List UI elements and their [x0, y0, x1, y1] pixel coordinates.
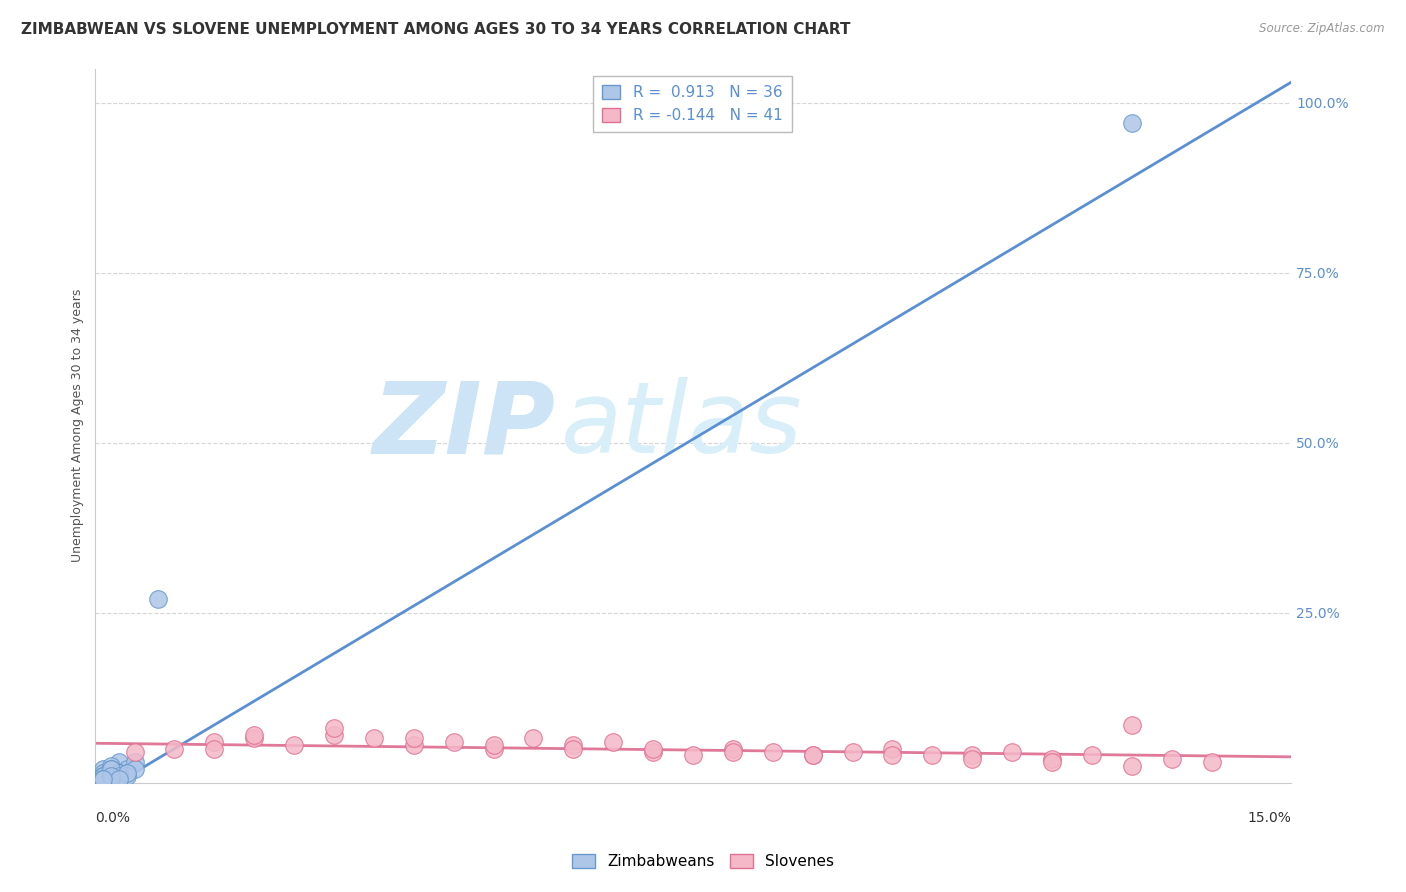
Point [100, 762, 122, 776]
Text: 15.0%: 15.0% [1247, 811, 1291, 825]
Point [91, 765, 114, 780]
Point [115, 765, 138, 780]
Point [323, 721, 346, 735]
Point [107, 765, 129, 780]
Point [243, 731, 266, 746]
Point [91, 762, 114, 776]
Point [1121, 758, 1143, 772]
Point [841, 745, 863, 759]
Point [682, 748, 704, 763]
Point [1081, 748, 1104, 763]
Point [762, 745, 785, 759]
Point [801, 748, 824, 763]
Point [522, 731, 544, 746]
Point [115, 762, 138, 776]
Point [100, 772, 122, 787]
Point [124, 756, 146, 770]
Point [107, 769, 129, 783]
Point [100, 769, 122, 783]
Point [202, 735, 225, 749]
Point [721, 741, 744, 756]
Point [402, 739, 425, 753]
Point [124, 745, 146, 759]
Point [91, 769, 114, 783]
Point [91, 772, 114, 787]
Point [107, 772, 129, 787]
Point [562, 739, 585, 753]
Point [107, 765, 129, 780]
Point [921, 748, 943, 763]
Point [1160, 752, 1182, 766]
Point [283, 739, 305, 753]
Point [148, 592, 170, 607]
Point [107, 772, 129, 787]
Point [91, 772, 114, 787]
Y-axis label: Unemployment Among Ages 30 to 34 years: Unemployment Among Ages 30 to 34 years [72, 289, 84, 562]
Point [402, 731, 425, 746]
Point [443, 735, 465, 749]
Point [1121, 718, 1143, 732]
Text: Source: ZipAtlas.com: Source: ZipAtlas.com [1260, 22, 1385, 36]
Point [1001, 745, 1024, 759]
Text: ZIMBABWEAN VS SLOVENE UNEMPLOYMENT AMONG AGES 30 TO 34 YEARS CORRELATION CHART: ZIMBABWEAN VS SLOVENE UNEMPLOYMENT AMONG… [21, 22, 851, 37]
Point [107, 765, 129, 780]
Point [721, 745, 744, 759]
Point [882, 741, 904, 756]
Point [107, 756, 129, 770]
Point [1121, 116, 1143, 130]
Point [202, 741, 225, 756]
Point [602, 735, 624, 749]
Point [882, 748, 904, 763]
Legend: Zimbabweans, Slovenes: Zimbabweans, Slovenes [567, 848, 839, 875]
Point [107, 769, 129, 783]
Point [91, 772, 114, 787]
Point [482, 739, 505, 753]
Point [124, 762, 146, 776]
Legend: R =  0.913   N = 36, R = -0.144   N = 41: R = 0.913 N = 36, R = -0.144 N = 41 [593, 76, 792, 132]
Point [100, 772, 122, 787]
Point [100, 762, 122, 776]
Point [801, 748, 824, 763]
Point [243, 728, 266, 742]
Text: 0.0%: 0.0% [94, 811, 129, 825]
Point [100, 769, 122, 783]
Point [100, 769, 122, 783]
Point [91, 769, 114, 783]
Point [115, 769, 138, 783]
Point [100, 762, 122, 776]
Point [91, 772, 114, 787]
Point [960, 748, 983, 763]
Point [100, 758, 122, 772]
Point [363, 731, 385, 746]
Point [482, 741, 505, 756]
Point [100, 769, 122, 783]
Point [91, 772, 114, 787]
Point [163, 741, 186, 756]
Text: ZIP: ZIP [373, 377, 555, 475]
Text: atlas: atlas [561, 377, 803, 475]
Point [643, 745, 665, 759]
Point [960, 752, 983, 766]
Point [1201, 756, 1223, 770]
Point [91, 769, 114, 783]
Point [115, 765, 138, 780]
Point [562, 741, 585, 756]
Point [643, 741, 665, 756]
Point [323, 728, 346, 742]
Point [1040, 752, 1063, 766]
Point [1040, 756, 1063, 770]
